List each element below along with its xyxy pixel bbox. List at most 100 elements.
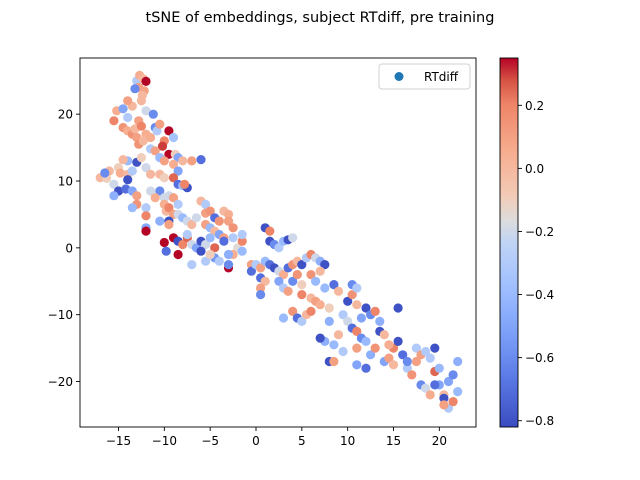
scatter-point <box>159 156 169 166</box>
scatter-point <box>453 356 463 367</box>
scatter-point <box>187 219 197 230</box>
scatter-point <box>315 266 325 276</box>
scatter-point <box>278 313 289 323</box>
scatter-point <box>384 353 394 363</box>
scatter-point <box>168 159 179 169</box>
scatter-point <box>260 276 270 286</box>
scatter-point <box>288 306 298 316</box>
scatter-point <box>324 303 334 313</box>
scatter-point <box>361 336 371 346</box>
scatter-point <box>411 343 421 353</box>
scatter-point <box>237 236 247 246</box>
scatter-point <box>283 286 293 296</box>
scatter-point <box>439 393 449 403</box>
scatter-point <box>159 237 169 248</box>
scatter-point <box>187 260 197 270</box>
scatter-point <box>256 290 266 300</box>
scatter-point <box>141 106 151 116</box>
scatter-point <box>439 400 449 410</box>
scatter-point <box>237 229 247 240</box>
scatter-point <box>343 296 353 306</box>
scatter-point <box>210 243 220 253</box>
scatter-point <box>223 216 234 226</box>
scatter-point <box>141 226 151 236</box>
scatter-point <box>201 239 211 250</box>
scatter-point <box>164 126 174 136</box>
scatter-point <box>136 121 146 131</box>
scatter-point <box>315 300 325 310</box>
scatter-point <box>315 333 325 343</box>
scatter-point <box>155 186 165 196</box>
scatter-point <box>196 155 206 165</box>
scatter-point <box>370 306 380 316</box>
scatter-point <box>265 226 275 236</box>
scatter-point <box>434 363 444 373</box>
scatter-point <box>352 343 362 353</box>
scatter-point <box>288 233 298 243</box>
plot-frame <box>79 57 477 428</box>
scatter-point <box>421 383 431 393</box>
scatter-point <box>256 263 266 273</box>
scatter-point <box>297 290 307 300</box>
colorbar-tick-label: 0.2 <box>525 99 544 113</box>
scatter-point <box>361 363 371 373</box>
scatter-point <box>136 153 146 163</box>
scatter-point <box>402 356 412 367</box>
scatter-point <box>306 306 316 316</box>
scatter-point <box>329 280 339 290</box>
scatter-point <box>356 313 366 323</box>
legend-box <box>378 63 471 90</box>
scatter-point <box>375 316 385 326</box>
x-tick-label: 5 <box>298 434 306 448</box>
scatter-point <box>338 346 348 357</box>
scatter-point <box>379 330 389 340</box>
scatter-point <box>173 249 183 260</box>
scatter-point <box>115 168 125 178</box>
scatter-point <box>448 397 458 407</box>
scatter-point <box>352 283 362 293</box>
y-tick-label: 10 <box>58 175 73 189</box>
scatter-point <box>130 84 140 94</box>
x-axis-ticks: −15 −10 −5 0 5 10 15 20 <box>106 427 447 448</box>
scatter-point <box>237 246 247 256</box>
scatter-point <box>150 146 160 156</box>
scatter-point <box>320 283 330 293</box>
scatter-point <box>164 219 174 230</box>
scatter-point <box>329 356 339 367</box>
scatter-point <box>201 256 211 266</box>
colorbar-frame <box>499 57 519 428</box>
scatter-point <box>425 390 435 400</box>
scatter-point <box>297 260 307 270</box>
scatter-point <box>141 76 151 86</box>
colorbar-tick-label: 0.0 <box>525 162 544 176</box>
colorbar-gradient <box>500 58 518 427</box>
scatter-points <box>95 70 463 413</box>
scatter-point <box>278 270 289 280</box>
scatter-point <box>430 380 440 390</box>
y-tick-label: −10 <box>48 308 73 322</box>
x-tick-label: 0 <box>252 434 260 448</box>
y-axis-ticks: −20 −10 0 10 20 <box>48 108 80 389</box>
scatter-point <box>196 246 206 256</box>
scatter-point <box>118 155 128 165</box>
scatter-point <box>297 280 307 290</box>
scatter-point <box>146 132 156 143</box>
scatter-point <box>214 216 224 226</box>
scatter-point <box>146 169 156 179</box>
scatter-point <box>297 316 307 326</box>
scatter-point <box>448 370 458 380</box>
scatter-point <box>127 203 137 213</box>
scatter-point <box>219 236 229 246</box>
scatter-point <box>443 376 454 387</box>
scatter-point <box>123 96 133 106</box>
scatter-point <box>352 360 362 370</box>
scatter-point <box>274 243 284 253</box>
scatter-point <box>178 156 188 166</box>
scatter-point <box>361 303 371 313</box>
scatter-point <box>137 90 147 100</box>
scatter-point <box>179 179 190 189</box>
chart-title: tSNE of embeddings, subject RTdiff, pre … <box>146 10 495 26</box>
scatter-point <box>205 206 215 216</box>
scatter-point <box>164 203 174 213</box>
scatter-point <box>333 286 344 296</box>
